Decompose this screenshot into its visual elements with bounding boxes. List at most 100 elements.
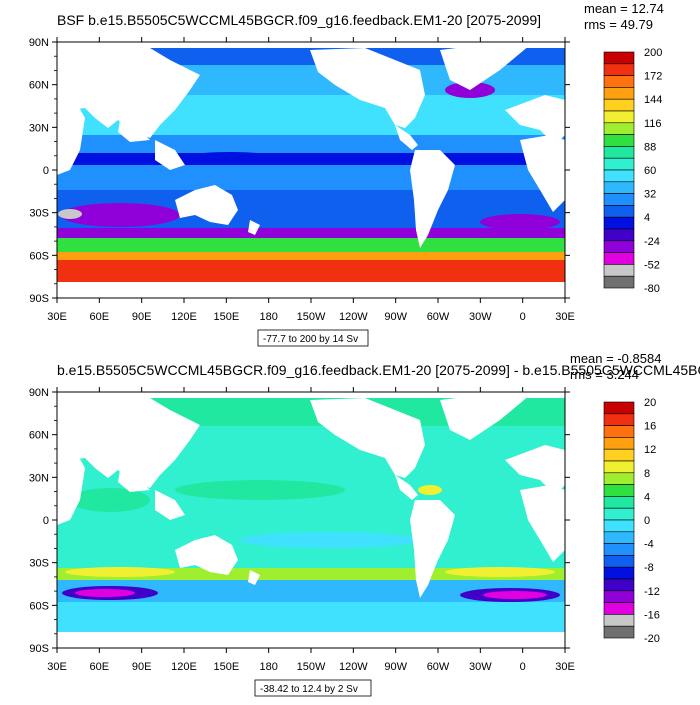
bottom-y-axis: 90N 60N 30N 0 30S 60S 90S [29, 387, 570, 655]
colorbar-label: -80 [644, 283, 660, 295]
top-range-caption-box [257, 329, 369, 347]
y-tick-label: 30S [29, 558, 49, 570]
x-tick-label: 30E [47, 311, 67, 323]
colorbar-label: 144 [644, 94, 662, 106]
y-tick-label: 30N [29, 122, 49, 134]
colorbar-swatch [603, 425, 635, 438]
colorbar-swatch [603, 543, 635, 556]
colorbar-swatch [603, 134, 635, 147]
y-tick-label: 60S [29, 600, 49, 612]
colorbar-label: 0 [644, 515, 650, 527]
colorbar-swatch [603, 625, 635, 639]
y-tick-label: 30N [29, 472, 49, 484]
colorbar-swatch [603, 146, 635, 159]
colorbar-swatch [603, 448, 635, 462]
colorbar-swatch [603, 566, 635, 580]
colorbar-swatch [603, 181, 635, 194]
colorbar-swatch [603, 602, 635, 615]
top-x-axis: 30E 60E 90E 120E 150E 180 150W 120W 90W 60W 30W 0 30… [47, 37, 575, 323]
colorbar-swatch [603, 531, 635, 544]
bottom-map-svg: b.e15.B5505C5WCCML45BGCR.f09_g16.feedbac… [29, 351, 700, 697]
colorbar-swatch [603, 519, 635, 533]
x-tick-label: 120W [339, 661, 368, 673]
y-tick-label: 90N [29, 37, 49, 49]
colorbar-label: 20 [644, 397, 656, 409]
x-tick-label: 120E [171, 311, 197, 323]
bottom-rms-stat: rms = 3.244 [570, 367, 639, 382]
colorbar-swatch [603, 507, 635, 521]
colorbar-swatch [603, 413, 635, 426]
colorbar-label: 4 [644, 491, 650, 503]
bottom-x-axis: 30E 60E 90E 120E 150E 180 150W 120W 90W 60W 30W 0 30… [47, 387, 575, 673]
x-tick-label: 120E [171, 661, 197, 673]
colorbar-swatch [603, 496, 635, 509]
colorbar-swatch [603, 401, 635, 415]
bottom-map-title: b.e15.B5505C5WCCML45BGCR.f09_g16.feedbac… [57, 362, 700, 378]
y-tick-label: 60N [29, 430, 49, 442]
colorbar-label: -24 [644, 236, 660, 248]
x-tick-label: 150W [297, 311, 326, 323]
x-tick-label: 0 [520, 661, 526, 673]
colorbar-swatch [603, 98, 635, 112]
bottom-mean-stat: mean = -0.8584 [570, 351, 661, 366]
x-tick-label: 90E [132, 661, 152, 673]
colorbar-label: -16 [644, 609, 660, 621]
x-tick-label: 30E [47, 661, 67, 673]
x-tick-label: 30W [469, 661, 492, 673]
colorbar-swatch [603, 555, 635, 568]
x-tick-label: 180 [259, 661, 277, 673]
x-tick-label: 30E [555, 311, 575, 323]
colorbar-label: 32 [644, 189, 656, 201]
top-mean-stat: mean = 12.74 [584, 1, 664, 16]
x-tick-label: 30W [469, 311, 492, 323]
colorbar-swatch [603, 122, 635, 135]
top-range-caption: -77.7 to 200 by 14 Sv [263, 334, 358, 345]
colorbar-swatch [603, 264, 635, 277]
y-tick-label: 60S [29, 250, 49, 262]
x-tick-label: 150E [213, 311, 239, 323]
y-tick-label: 0 [43, 165, 49, 177]
colorbar-swatch [603, 63, 635, 76]
top-y-axis: 90N 60N 30N 0 30S 60S 90S [29, 37, 570, 305]
colorbar-swatch [603, 578, 635, 592]
y-tick-label: 90S [29, 293, 49, 305]
x-tick-label: 90E [132, 311, 152, 323]
x-tick-label: 60W [427, 661, 450, 673]
bottom-land-mask [57, 392, 565, 648]
colorbar-swatch [603, 614, 635, 627]
colorbar-swatch [603, 472, 635, 485]
colorbar-swatch [603, 216, 635, 230]
x-tick-label: 90W [384, 311, 407, 323]
colorbar-swatch [603, 437, 635, 450]
x-tick-label: 60E [90, 661, 110, 673]
colorbar-label: -8 [644, 562, 654, 574]
colorbar-swatch [603, 484, 635, 497]
colorbar-label: 200 [644, 47, 662, 59]
bottom-range-caption-box [254, 679, 372, 697]
colorbar-label: -4 [644, 539, 654, 551]
x-tick-label: 90W [384, 661, 407, 673]
colorbar-swatch [603, 75, 635, 88]
bottom-map-panel: b.e15.B5505C5WCCML45BGCR.f09_g16.feedbac… [0, 350, 700, 700]
y-tick-label: 0 [43, 515, 49, 527]
x-tick-label: 0 [520, 311, 526, 323]
y-tick-label: 90S [29, 643, 49, 655]
colorbar-label: 60 [644, 165, 656, 177]
colorbar-swatch [603, 87, 635, 100]
bottom-colorbar: 20 16 12 8 4 0 -4 -8 -12 -16 -20 [603, 397, 660, 645]
colorbar-swatch [603, 110, 635, 124]
y-tick-label: 90N [29, 387, 49, 399]
top-rms-stat: rms = 49.79 [584, 17, 653, 32]
y-tick-label: 30S [29, 208, 49, 220]
colorbar-label: 12 [644, 444, 656, 456]
top-map-svg: BSF b.e15.B5505C5WCCML45BGCR.f09_g16.fee… [29, 1, 664, 347]
colorbar-label: -20 [644, 633, 660, 645]
colorbar-swatch [603, 240, 635, 253]
top-land-mask [57, 42, 565, 298]
x-tick-label: 60W [427, 311, 450, 323]
colorbar-label: -12 [644, 586, 660, 598]
x-tick-label: 120W [339, 311, 368, 323]
colorbar-label: 16 [644, 421, 656, 433]
top-map-panel: BSF b.e15.B5505C5WCCML45BGCR.f09_g16.fee… [0, 0, 700, 350]
colorbar-label: 4 [644, 212, 650, 224]
